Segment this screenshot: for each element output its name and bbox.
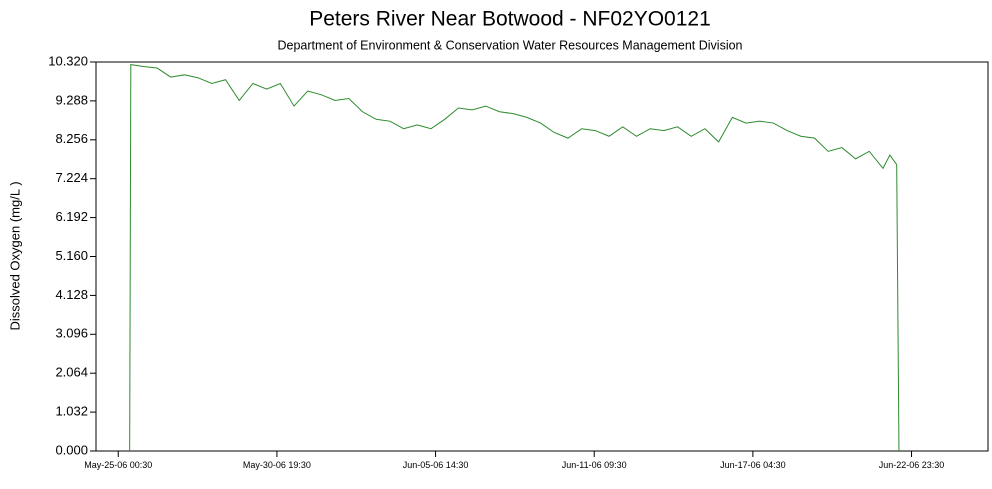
chart-subtitle: Department of Environment & Conservation… — [277, 38, 742, 52]
y-tick-label: 5.160 — [55, 248, 88, 263]
y-tick-label: 6.192 — [55, 209, 88, 224]
y-tick-label: 3.096 — [55, 326, 88, 341]
x-tick-label: May-30-06 19:30 — [242, 460, 311, 470]
y-tick-label: 1.032 — [55, 404, 88, 419]
y-axis-label: Dissolved Oxygen (mg/L ) — [7, 181, 22, 330]
x-tick-label: Jun-22-06 23:30 — [878, 460, 945, 470]
x-tick-label: Jun-05-06 14:30 — [402, 460, 469, 470]
y-tick-label: 0.000 — [55, 442, 88, 457]
x-tick-label: Jun-11-06 09:30 — [561, 460, 627, 470]
y-tick-label: 2.064 — [55, 365, 88, 380]
x-tick-label: May-25-06 00:30 — [84, 460, 153, 470]
y-tick-label: 10.320 — [48, 53, 88, 68]
y-tick-label: 4.128 — [55, 287, 88, 302]
y-tick-label: 7.224 — [55, 170, 88, 185]
data-line — [129, 64, 900, 452]
chart-title: Peters River Near Botwood - NF02YO0121 — [309, 8, 711, 31]
x-tick-label: Jun-17-06 04:30 — [720, 460, 786, 470]
y-tick-label: 9.288 — [55, 92, 88, 107]
plot-frame — [95, 61, 989, 452]
y-tick-label: 8.256 — [55, 131, 88, 146]
